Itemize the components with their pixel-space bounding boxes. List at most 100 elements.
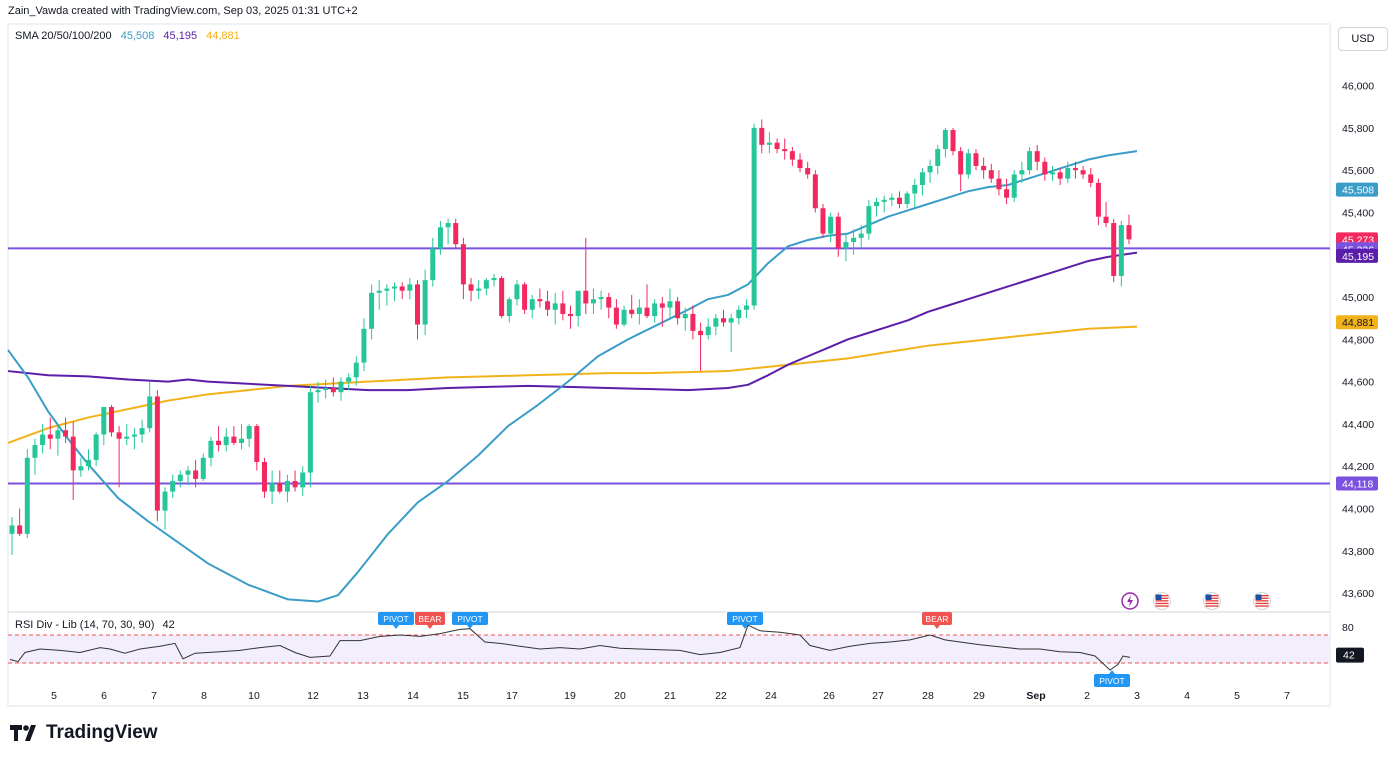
rsi-value-bg: [1336, 647, 1364, 663]
candle-body: [866, 206, 872, 234]
candle: [277, 470, 283, 494]
price-tag-hline: 44,118: [1336, 476, 1378, 491]
candle: [300, 466, 306, 496]
candle: [851, 229, 857, 255]
candle-body: [116, 432, 122, 439]
candle-body: [973, 153, 979, 166]
currency-button[interactable]: USD: [1338, 27, 1388, 51]
us-flag-event-icon[interactable]: [1153, 592, 1171, 610]
sma200-line: [7, 325, 1138, 444]
candle: [935, 144, 941, 175]
candle: [414, 280, 420, 340]
candle: [721, 309, 727, 327]
candle-body: [353, 362, 359, 378]
candle: [522, 282, 528, 314]
candle-body: [208, 440, 214, 458]
candle-body: [453, 223, 459, 245]
candle-body: [460, 244, 466, 285]
candle-body: [93, 434, 99, 460]
candle: [384, 284, 390, 306]
sma-legend[interactable]: SMA 20/50/100/200 45,508 45,195 44,881: [15, 30, 246, 42]
economic-event-icons[interactable]: [1121, 592, 1271, 610]
rsi-signal-pointer: [742, 625, 748, 629]
tradingview-logo[interactable]: TradingView: [10, 722, 158, 744]
candle-body: [483, 280, 489, 289]
candle-body: [935, 149, 941, 166]
flag-canton: [1205, 594, 1212, 600]
candle: [86, 449, 92, 471]
candle-body: [101, 407, 107, 435]
rsi-band: [8, 635, 1330, 663]
candle-body: [55, 430, 61, 439]
candle-body: [70, 436, 76, 471]
rsi-signal-bg: [922, 612, 952, 625]
candle: [904, 191, 910, 209]
candle: [200, 453, 206, 482]
candle-body: [1019, 170, 1025, 175]
us-flag-event-icon[interactable]: [1203, 592, 1221, 610]
rsi-legend-value: 42: [162, 619, 175, 631]
candle-body: [1072, 168, 1078, 171]
candle-body: [560, 303, 566, 314]
candle: [843, 233, 849, 262]
rsi-signal-bg: [1094, 674, 1130, 687]
candle: [315, 381, 321, 403]
sma100-line: [7, 251, 1138, 392]
date-tick-label: 14: [407, 690, 419, 702]
date-axis[interactable]: 5 6 7 8 10 12 13 14 15 17 19 20 21 22 24 26 27 28 29 Sep 2 3 4…: [51, 690, 1290, 702]
candle-body: [139, 428, 145, 435]
candle-body: [644, 307, 650, 317]
candle: [177, 470, 183, 488]
tradingview-logo-icon: [10, 725, 36, 741]
candle: [108, 404, 114, 437]
rsi-signal-bg: [415, 612, 445, 625]
date-tick-label: 10: [248, 690, 260, 702]
candle-body: [346, 377, 352, 382]
price-axis[interactable]: 46,00045,80045,60045,40045,20045,00044,8…: [1342, 81, 1374, 600]
candle: [812, 170, 818, 213]
candle: [942, 127, 948, 158]
candle: [399, 282, 405, 300]
candle: [537, 288, 543, 308]
candle: [1072, 161, 1078, 179]
candle-body: [613, 307, 619, 325]
candle-body: [384, 288, 390, 291]
candle-body: [751, 127, 757, 306]
candle: [131, 428, 137, 450]
candle-body: [965, 153, 971, 175]
rsi-signal-pivot: PIVOT: [727, 612, 763, 629]
rsi-signal-text: PIVOT: [1099, 676, 1125, 686]
candle-body: [422, 280, 428, 325]
candle: [55, 423, 61, 456]
date-tick-label: 7: [1284, 690, 1290, 702]
candle: [476, 280, 482, 300]
candle-body: [896, 197, 902, 205]
rsi-signal-text: BEAR: [925, 614, 948, 624]
flag-canton: [1255, 594, 1262, 600]
candle: [239, 423, 245, 450]
candle-body: [63, 430, 69, 437]
candle: [346, 373, 352, 391]
candle: [759, 119, 765, 154]
candle: [40, 423, 46, 454]
candle-body: [805, 168, 811, 175]
us-flag-event-icon[interactable]: [1253, 592, 1271, 610]
candle-body: [261, 461, 267, 492]
date-tick-label: 28: [922, 690, 934, 702]
candle: [988, 163, 994, 183]
flag-stripe: [1155, 600, 1169, 602]
candle-body: [812, 174, 818, 209]
candle: [369, 284, 375, 340]
candle: [805, 161, 811, 179]
candle-body: [575, 290, 581, 317]
candle: [560, 290, 566, 321]
rsi-legend[interactable]: RSI Div - Lib (14, 70, 30, 90) 42: [15, 619, 175, 631]
candle: [950, 127, 956, 156]
candle-body: [927, 165, 933, 173]
candle-body: [904, 193, 910, 205]
price-tick-label: 43,600: [1342, 588, 1374, 600]
horizontal-lines[interactable]: [8, 247, 1330, 485]
candle: [460, 237, 466, 300]
lightning-event-icon[interactable]: [1121, 592, 1139, 610]
